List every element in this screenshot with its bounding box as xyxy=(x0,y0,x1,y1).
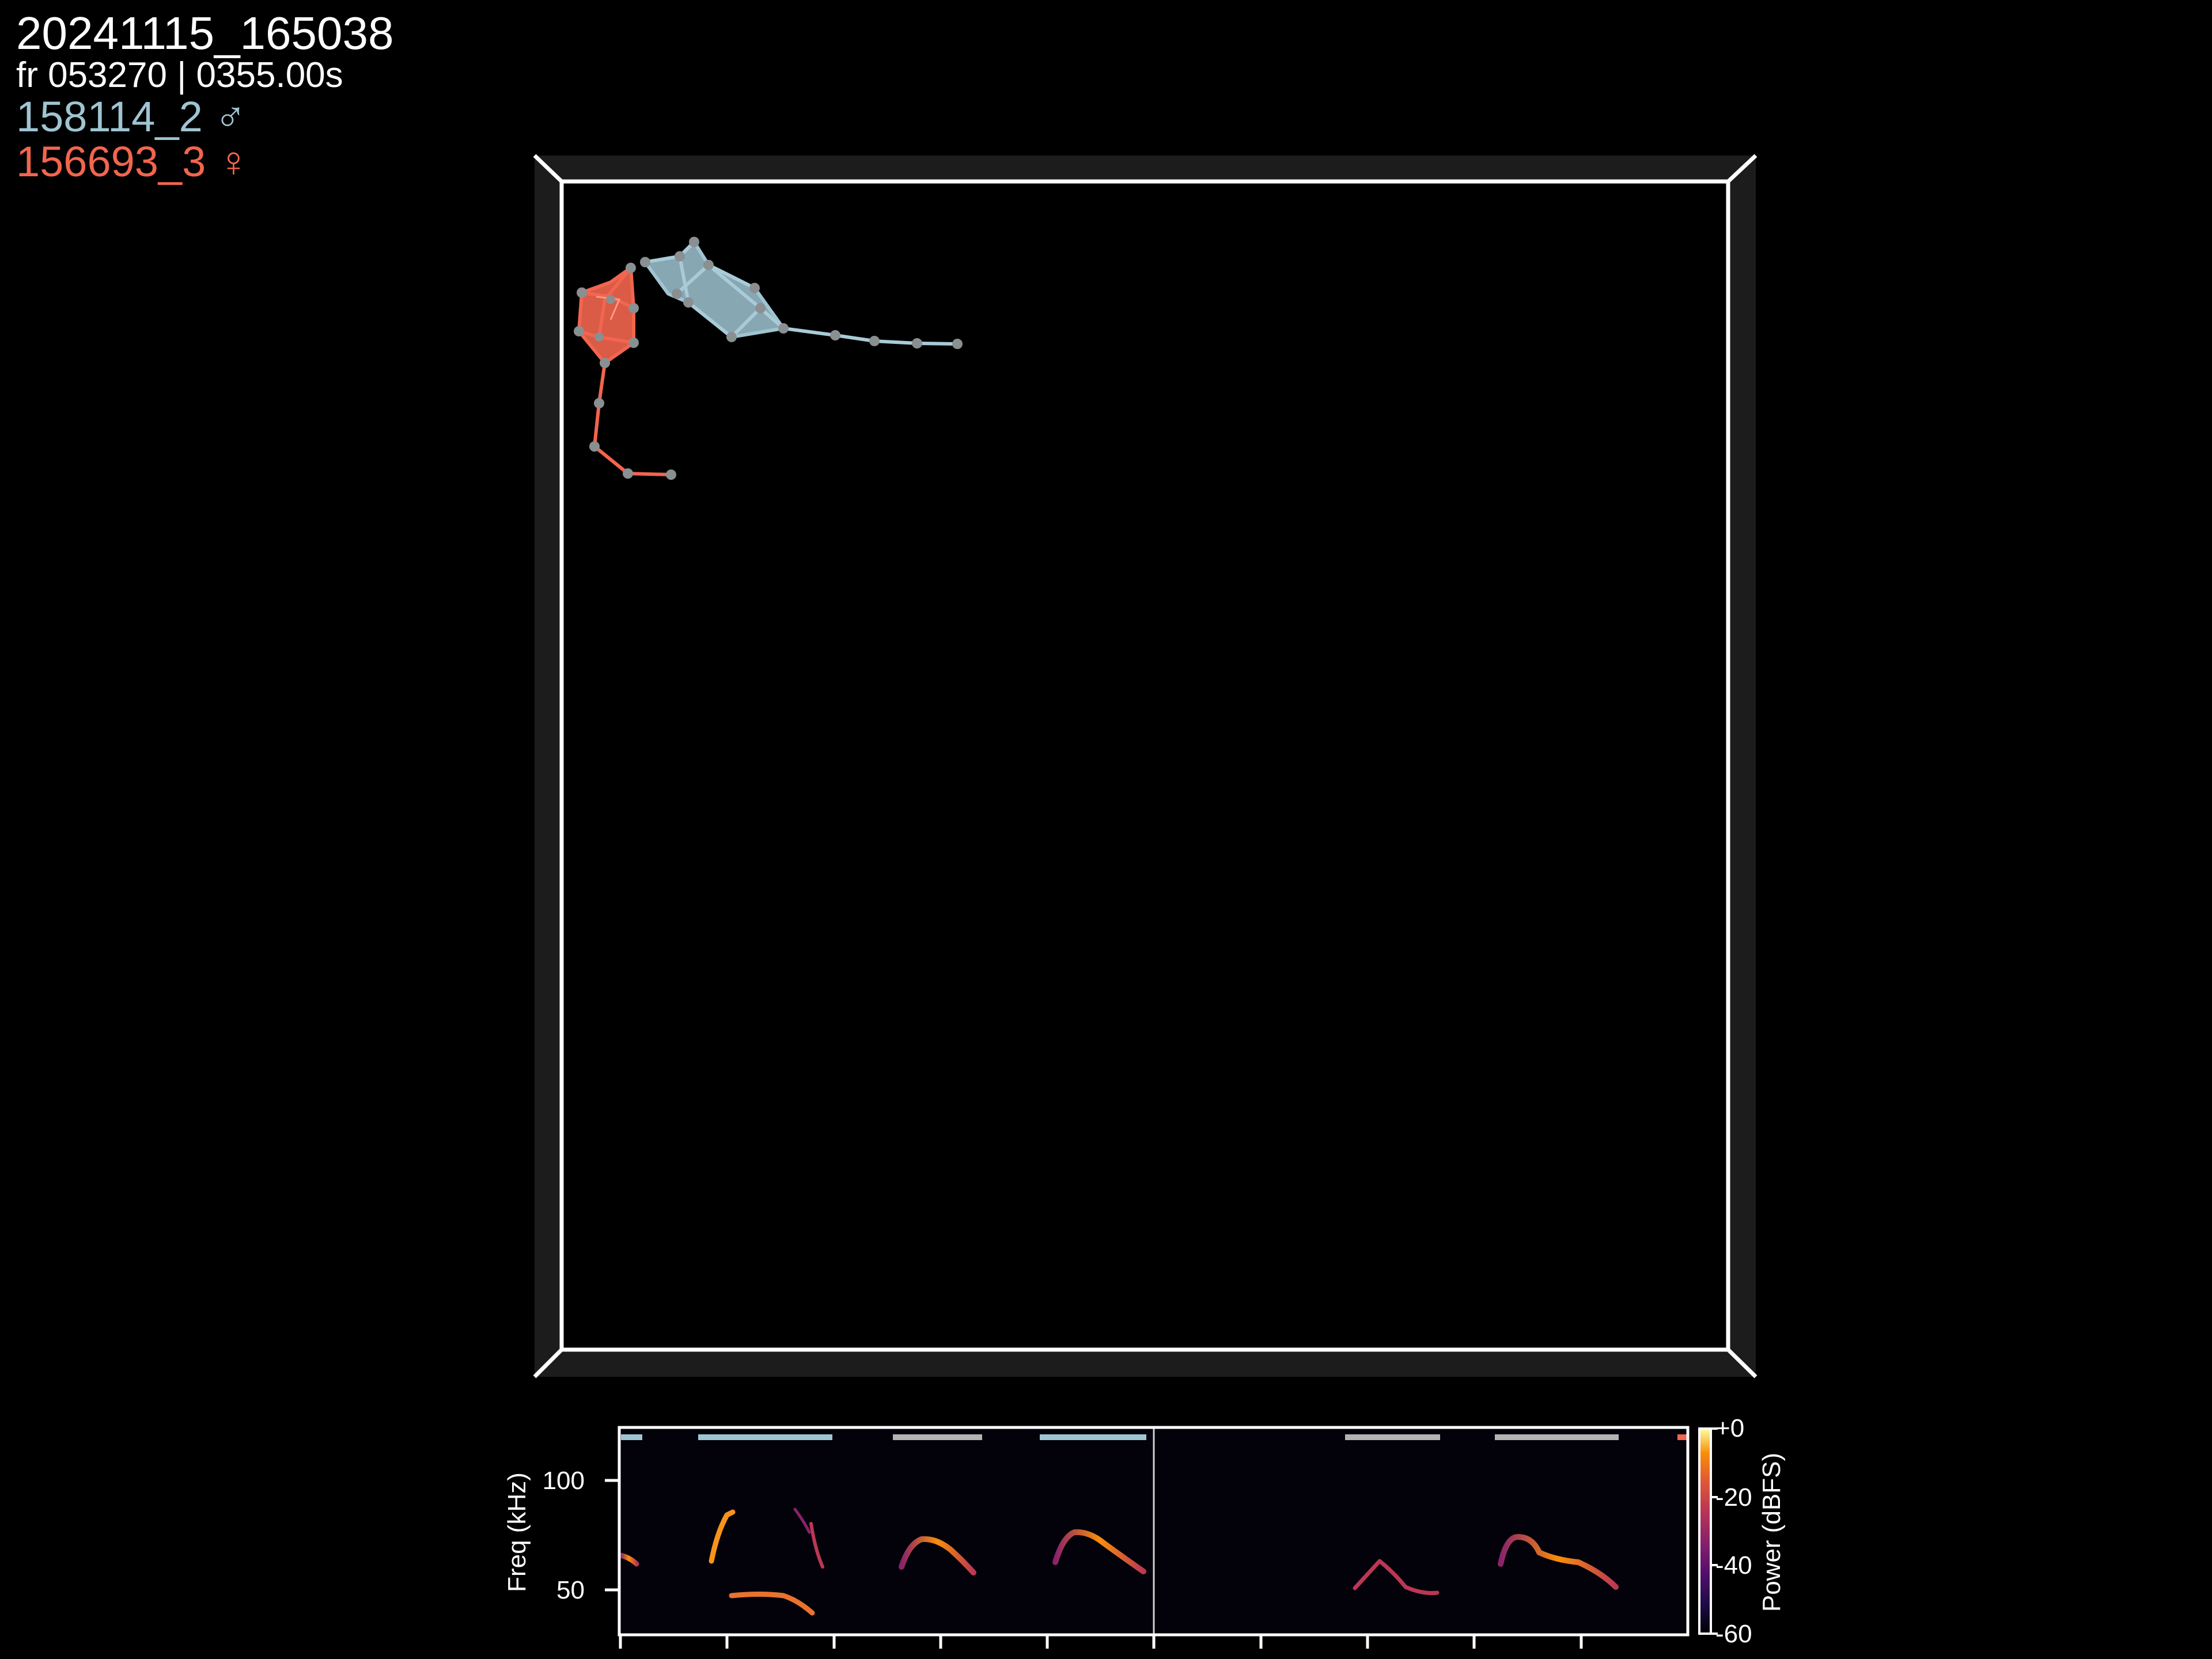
arena-edge-tr xyxy=(1726,154,1758,183)
arena-edge-bl xyxy=(533,1348,563,1378)
subject-label-male: 158114_2 ♂ xyxy=(16,93,247,141)
colorbar-tick-60: -60 xyxy=(1715,1620,1752,1648)
arena-wall-right xyxy=(1728,156,1756,1377)
female-joints xyxy=(574,263,676,480)
frame-time-readout: fr 053270 | 0355.00s xyxy=(16,55,343,95)
arena-edge-br xyxy=(1726,1348,1758,1378)
subject-label-female: 156693_3 ♀ xyxy=(16,138,250,185)
ytick-100: 100 xyxy=(543,1467,585,1495)
arena-wall-left xyxy=(535,156,562,1377)
arena-wall-top xyxy=(535,156,1756,181)
ytick-50: 50 xyxy=(556,1576,585,1604)
spectrogram-traces xyxy=(618,1508,1619,1616)
colorbar-tick-20: -20 xyxy=(1715,1483,1752,1512)
colorbar-label: Power (dBFS) xyxy=(1758,1453,1786,1612)
colorbar-ticks xyxy=(1711,1427,1718,1635)
hud-overlay: 20241115_165038 fr 053270 | 0355.00s 158… xyxy=(16,10,394,183)
spectrogram-ylabel: Freq (kHz) xyxy=(503,1472,531,1592)
skeleton-female xyxy=(574,263,676,480)
spectrogram-xaxis xyxy=(619,1635,1583,1649)
session-id: 20241115_165038 xyxy=(16,7,394,59)
spectrogram-panel: 100 50 Freq (kHz) +0 -20 -40 -60 Powe xyxy=(503,1414,1786,1649)
colorbar-tick-0: +0 xyxy=(1715,1414,1744,1442)
male-joints xyxy=(640,237,963,349)
arena-edge-tl xyxy=(533,154,563,183)
arena-wall-bottom xyxy=(535,1350,1756,1377)
arena xyxy=(533,154,1758,1378)
arena-floor-outline xyxy=(559,179,1730,1352)
colorbar-tick-40: -40 xyxy=(1715,1551,1752,1580)
colorbar xyxy=(1698,1427,1712,1635)
skeleton-male xyxy=(640,237,963,349)
spectrogram-yaxis xyxy=(605,1479,619,1592)
